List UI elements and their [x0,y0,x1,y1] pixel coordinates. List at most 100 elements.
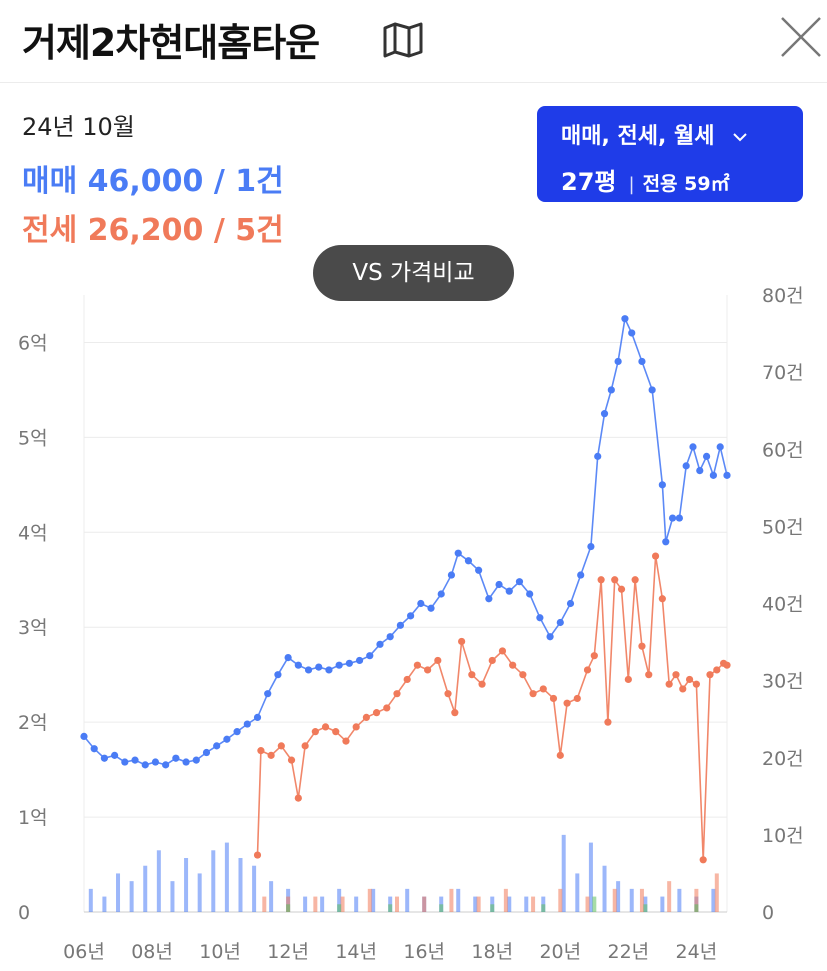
jeonse-price-point [638,642,646,650]
jeonse-price-point [294,794,302,802]
sale-volume-bar [405,888,410,912]
jeonse-price-point [362,713,370,722]
area-label: 27평 [561,168,617,196]
y-left-tick-label: 4억 [18,522,48,544]
sale-volume-bar [561,834,566,912]
sale-price-point [689,443,697,451]
sale-price-line [83,316,728,766]
jeonse-volume-bar [667,881,672,912]
sale-volume-bar [102,896,107,912]
monthly-volume-bar [388,904,393,912]
y-right-tick-label: 0 [762,902,774,924]
sale-price-point [264,690,272,698]
filter-types: 매매, 전세, 월세 [561,118,748,150]
sale-volume-bar [473,896,478,912]
sale-price-point [546,633,554,641]
sale-price-point [716,443,724,451]
sale-price-point [162,761,170,769]
jeonse-price-point [488,656,496,665]
jeonse-price-point [253,851,262,859]
filter-area: 27평 | 전용 59㎡ [561,162,730,197]
sale-volume-bar [660,896,665,912]
monthly-volume-bar [643,904,648,912]
y-left-tick-label: 5억 [18,427,48,449]
jeonse-price-point [519,671,527,679]
sale-price-point [151,758,160,766]
monthly-volume-bar [337,904,342,912]
jeonse-price-point [563,699,571,707]
sale-price-point [536,614,544,622]
exclusive-area-label: 전용 59㎡ [642,173,730,195]
sale-price-point [723,471,731,479]
sale-price-point [223,735,231,743]
jeonse-price-point [301,742,309,750]
map-icon[interactable] [382,20,424,58]
jeonse-price-point [583,666,592,674]
jeonse-price-point [590,652,598,660]
jeonse-price-point [685,675,694,684]
y-right-tick-label: 80건 [762,285,804,307]
sale-price-point [141,761,149,769]
jeonse-price-point [458,637,466,646]
jeonse-summary: 전세 26,200 / 5건 [22,213,284,248]
sale-volume-bar [116,873,121,912]
jeonse-volume-bar [422,896,427,912]
jeonse-price-point [679,685,687,693]
sale-volume-bar [354,896,359,912]
monthly-volume-bar [490,904,495,912]
jeonse-volume-bar [394,896,399,912]
sale-volume-bar [588,842,593,912]
sale-price-point [526,590,534,598]
sale-price-point [335,661,343,669]
jeonse-price-point [604,718,612,726]
jeonse-volume-bar [503,888,508,912]
jeonse-price-point [723,661,731,669]
vs-compare-button[interactable]: VS 가격비교 [313,245,514,301]
jeonse-volume-bar [639,888,644,912]
jeonse-price-point [573,694,581,703]
sale-price-point [447,571,456,579]
sale-price-point [668,514,677,522]
sale-price-point [621,315,629,323]
jeonse-price-point [332,728,340,736]
sale-price-point [274,671,282,679]
y-right-tick-label: 70건 [762,362,804,384]
trade-filter-button[interactable]: 매매, 전세, 월세 27평 | 전용 59㎡ [537,106,803,202]
x-tick-label: 24년 [676,941,718,963]
sale-price-point [284,654,292,662]
jeonse-volume-bar [367,888,372,912]
sale-price-point [131,756,139,764]
x-tick-label: 22년 [608,941,650,963]
sale-price-point [515,578,524,586]
sale-volume-bar [184,858,189,912]
sale-volume-bar [629,888,634,912]
jeonse-price-point [413,661,422,669]
jeonse-price-point [651,552,660,560]
jeonse-price-point [424,666,432,674]
sale-volume-bar [602,865,607,912]
y-right-tick-label: 60건 [762,439,804,461]
jeonse-price-point [665,680,673,688]
x-tick-label: 16년 [403,941,445,963]
sale-price-point [594,452,602,460]
divider: | [628,174,635,195]
jeonse-price-point [257,747,265,755]
jeonse-volume-bar [694,888,699,912]
sale-price-point [386,633,394,641]
sale-price-point [253,713,262,722]
close-icon[interactable] [778,14,824,60]
price-chart: 0 1억 2억 3억 4억 5억 6억 0 10건 20건 30건 40건 50건 60건 70건 80건 06… [18,285,804,963]
sale-price-point [702,452,711,460]
sale-price-point [658,481,666,489]
sale-price-point [682,462,690,470]
sale-price-point [376,640,384,648]
sale-price-point [304,666,313,674]
jeonse-price-point [692,680,700,688]
jeonse-price-point [597,576,605,584]
grid-lines [83,295,728,913]
sale-price-point [587,542,595,551]
x-tick-label: 10년 [199,941,241,963]
monthly-volume-bar [286,904,291,912]
sale-volume-bar [170,881,175,912]
sale-price-point [556,618,564,627]
